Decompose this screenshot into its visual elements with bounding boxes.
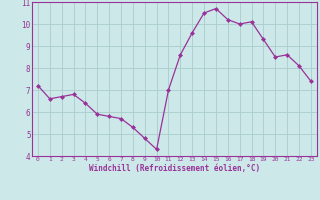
X-axis label: Windchill (Refroidissement éolien,°C): Windchill (Refroidissement éolien,°C) — [89, 164, 260, 173]
